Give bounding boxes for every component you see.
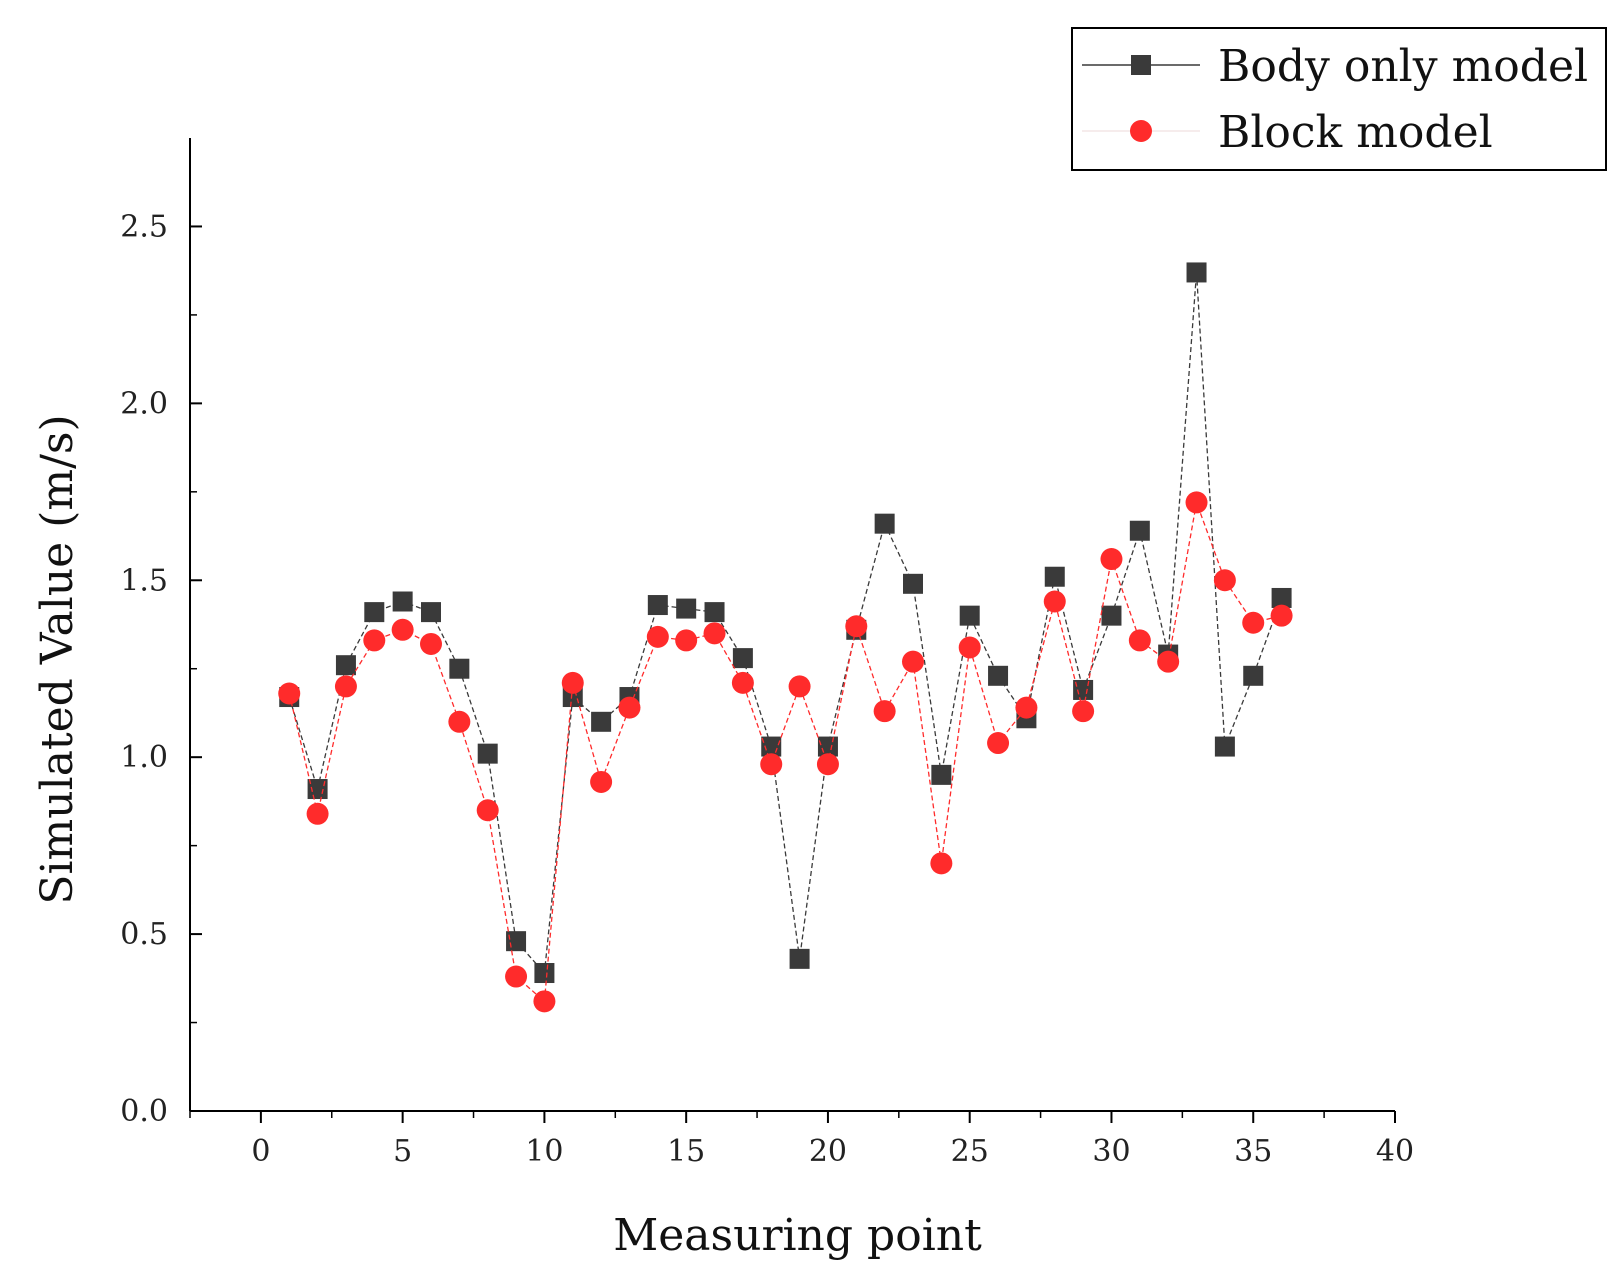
data-point-circle (816, 753, 839, 776)
series-block (278, 491, 1293, 1013)
data-point-square (421, 602, 441, 623)
data-point-circle (334, 675, 357, 698)
data-point-square (931, 764, 952, 785)
data-point-circle (363, 629, 386, 652)
data-point-circle (902, 650, 924, 673)
data-point-circle (1072, 700, 1095, 723)
data-point-circle (476, 799, 499, 822)
data-point-square (591, 711, 612, 732)
data-point-circle (420, 632, 442, 655)
x-tick-label: 5 (393, 1134, 412, 1169)
data-point-square (1101, 605, 1122, 626)
y-ticks: 0.0 0.5 1.0 1.5 2.0 2.5 (120, 209, 202, 1129)
series-body-only (279, 262, 1292, 984)
data-point-square (364, 602, 385, 623)
data-point-square (1044, 566, 1065, 587)
data-point-circle (391, 618, 414, 641)
data-point-circle (306, 802, 329, 825)
x-tick-label: 20 (809, 1134, 847, 1169)
data-point-circle (1270, 604, 1293, 627)
x-tick-label: 10 (525, 1134, 563, 1169)
data-point-circle (618, 696, 641, 719)
legend-label-body-only: Body only model (1218, 41, 1588, 92)
data-point-square (732, 648, 753, 669)
y-tick-label: 0.5 (120, 917, 168, 952)
data-point-circle (987, 732, 1010, 755)
x-tick-label: 40 (1376, 1134, 1414, 1169)
data-point-circle (958, 636, 981, 659)
axes (189, 138, 1395, 1112)
x-tick-label: 25 (951, 1134, 989, 1169)
data-point-square (534, 963, 555, 984)
data-point-circle (1242, 611, 1265, 634)
data-point-circle (646, 625, 669, 648)
data-point-square (1186, 262, 1207, 283)
legend: Body only model Block model (1071, 27, 1607, 171)
data-point-circle (675, 629, 698, 652)
x-ticks: 0 5 10 15 20 25 30 35 40 (189, 1111, 1414, 1169)
data-point-square (449, 658, 470, 679)
x-tick-label: 30 (1092, 1134, 1130, 1169)
data-point-square (988, 665, 1009, 686)
y-tick-label: 1.5 (120, 563, 168, 598)
x-axis-title: Measuring point (613, 1210, 982, 1261)
data-point-square (647, 595, 668, 616)
x-tick-label: 0 (251, 1134, 270, 1169)
data-point-circle (1043, 590, 1066, 613)
data-point-circle (590, 770, 613, 793)
data-point-square (1243, 665, 1264, 686)
data-point-circle (505, 965, 528, 988)
data-point-square (307, 779, 328, 800)
data-point-square (477, 743, 498, 764)
data-point-circle (788, 675, 811, 698)
data-point-square (704, 602, 725, 623)
data-point-circle (1185, 491, 1208, 514)
y-tick-label: 2.5 (120, 209, 168, 244)
data-point-circle (448, 710, 471, 733)
data-point-square (392, 591, 413, 612)
data-point-circle (930, 852, 953, 875)
data-point-circle (845, 615, 868, 638)
y-tick-label: 0.0 (120, 1094, 168, 1129)
data-point-square (959, 605, 980, 626)
data-point-square (1271, 587, 1292, 608)
data-point-circle (1213, 569, 1236, 592)
legend-marker-circle-icon (1130, 120, 1152, 142)
data-point-square (874, 513, 895, 534)
data-point-circle (1128, 629, 1151, 652)
series-layer (278, 262, 1293, 1013)
data-point-circle (561, 671, 584, 694)
data-point-circle (1157, 650, 1180, 673)
data-point-circle (1100, 548, 1123, 571)
data-point-circle (760, 753, 783, 776)
data-point-circle (278, 682, 301, 705)
x-tick-label: 35 (1234, 1134, 1272, 1169)
series-line (288, 272, 1283, 975)
legend-label-block: Block model (1218, 107, 1493, 158)
y-axis-title: Simulated Value (m/s) (32, 414, 83, 904)
data-point-circle (731, 671, 754, 694)
data-point-circle (1015, 696, 1038, 719)
data-point-circle (873, 700, 896, 723)
y-tick-label: 1.0 (120, 740, 168, 775)
data-point-square (903, 573, 923, 594)
x-tick-label: 15 (667, 1134, 705, 1169)
series-line (288, 499, 1282, 1003)
data-point-square (506, 931, 527, 952)
data-point-square (789, 948, 810, 969)
data-point-square (1129, 520, 1150, 541)
data-point-square (676, 598, 697, 619)
legend-box (1071, 27, 1607, 171)
data-point-circle (703, 622, 726, 645)
data-point-square (335, 655, 356, 676)
y-tick-label: 2.0 (120, 386, 168, 421)
data-point-square (1214, 736, 1235, 757)
legend-marker-square-icon (1131, 55, 1151, 75)
data-point-circle (533, 990, 556, 1013)
